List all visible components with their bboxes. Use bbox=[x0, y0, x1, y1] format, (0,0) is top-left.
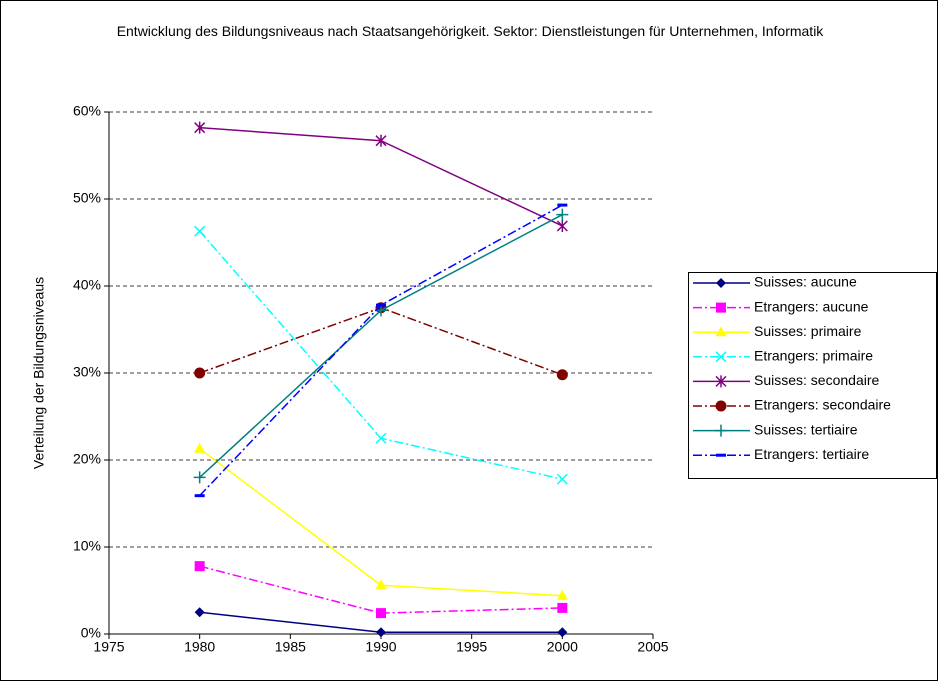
marker bbox=[194, 561, 205, 572]
marker bbox=[194, 225, 206, 237]
x-tick-label: 1975 bbox=[93, 639, 124, 655]
legend-label: Etrangers: tertiaire bbox=[754, 446, 869, 462]
marker bbox=[715, 424, 727, 437]
legend-label: Suisses: tertiaire bbox=[754, 421, 858, 437]
marker bbox=[376, 627, 386, 638]
marker bbox=[194, 121, 206, 134]
y-tick-label: 20% bbox=[73, 451, 101, 467]
marker bbox=[556, 208, 569, 221]
marker bbox=[375, 134, 387, 147]
marker bbox=[557, 602, 568, 613]
marker bbox=[194, 442, 206, 453]
marker bbox=[556, 219, 568, 232]
marker bbox=[556, 589, 568, 600]
x-tick-label: 1980 bbox=[184, 639, 215, 655]
legend-label: Suisses: primaire bbox=[754, 323, 862, 339]
x-tick-label: 1985 bbox=[275, 639, 306, 655]
y-tick-label: 40% bbox=[73, 277, 101, 293]
marker bbox=[193, 471, 206, 484]
x-tick-label: 2005 bbox=[637, 639, 668, 655]
marker bbox=[556, 473, 568, 485]
x-tick-label: 2000 bbox=[547, 639, 578, 655]
marker bbox=[715, 351, 727, 363]
marker bbox=[716, 302, 726, 313]
marker bbox=[557, 627, 568, 638]
marker bbox=[376, 608, 386, 619]
legend-label: Suisses: aucune bbox=[754, 274, 857, 290]
x-tick-label: 1995 bbox=[456, 639, 487, 655]
y-tick-label: 60% bbox=[73, 103, 101, 119]
legend-label: Suisses: secondaire bbox=[754, 372, 880, 388]
chart-title: Entwicklung des Bildungsniveaus nach Sta… bbox=[116, 23, 824, 39]
x-tick-label: 1990 bbox=[365, 639, 396, 655]
y-axis-label: Verteilung der Bildungsniveaus bbox=[31, 277, 47, 469]
marker bbox=[715, 375, 727, 388]
legend-label: Etrangers: aucune bbox=[754, 298, 869, 314]
marker bbox=[716, 278, 726, 288]
legend-label: Etrangers: secondaire bbox=[754, 397, 891, 413]
marker bbox=[375, 432, 387, 444]
legend-box bbox=[688, 272, 937, 479]
y-tick-label: 30% bbox=[73, 364, 101, 380]
marker bbox=[556, 369, 568, 381]
marker bbox=[715, 400, 727, 412]
legend-label: Etrangers: primaire bbox=[754, 348, 873, 364]
y-tick-label: 0% bbox=[81, 625, 101, 641]
y-tick-label: 50% bbox=[73, 190, 101, 206]
y-tick-label: 10% bbox=[73, 538, 101, 554]
marker bbox=[194, 367, 206, 379]
marker bbox=[194, 607, 205, 618]
marker bbox=[715, 326, 727, 337]
marker bbox=[375, 579, 387, 590]
